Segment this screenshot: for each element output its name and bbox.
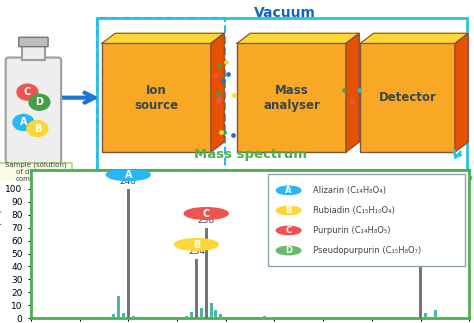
FancyBboxPatch shape bbox=[97, 18, 467, 170]
Point bbox=[340, 88, 347, 93]
FancyBboxPatch shape bbox=[6, 57, 61, 163]
Circle shape bbox=[29, 94, 50, 110]
Bar bbox=[210, 303, 212, 318]
Point bbox=[356, 88, 363, 93]
Point bbox=[214, 99, 222, 104]
Polygon shape bbox=[237, 33, 359, 43]
Circle shape bbox=[399, 234, 442, 245]
Polygon shape bbox=[455, 33, 468, 152]
Bar bbox=[117, 296, 120, 318]
Text: Vacuum: Vacuum bbox=[254, 6, 315, 20]
Circle shape bbox=[13, 115, 34, 130]
Text: C: C bbox=[285, 226, 292, 235]
Text: Sample (solution)
of different
compounds: Sample (solution) of different compounds bbox=[5, 162, 66, 182]
Point bbox=[230, 92, 238, 97]
Polygon shape bbox=[346, 33, 359, 152]
Text: C: C bbox=[24, 87, 31, 97]
Bar bbox=[434, 310, 437, 318]
Bar bbox=[190, 312, 193, 318]
Point bbox=[214, 91, 222, 96]
Bar bbox=[112, 314, 115, 318]
Text: C: C bbox=[202, 209, 210, 218]
Text: D: D bbox=[36, 97, 44, 107]
Text: Mass spectrum: Mass spectrum bbox=[193, 148, 307, 161]
Bar bbox=[132, 316, 135, 318]
Text: D: D bbox=[417, 234, 425, 244]
FancyBboxPatch shape bbox=[267, 174, 465, 266]
Point bbox=[224, 71, 232, 76]
Point bbox=[211, 73, 219, 78]
Text: 256: 256 bbox=[198, 216, 215, 225]
Polygon shape bbox=[360, 33, 468, 43]
Point bbox=[215, 95, 223, 100]
FancyBboxPatch shape bbox=[102, 43, 211, 152]
Circle shape bbox=[276, 246, 301, 255]
Text: A: A bbox=[125, 170, 132, 180]
Text: A: A bbox=[285, 186, 292, 195]
FancyBboxPatch shape bbox=[19, 37, 48, 47]
Bar bbox=[424, 313, 427, 318]
FancyArrowPatch shape bbox=[463, 173, 471, 185]
Text: Pseudopurpurin (C₁₅H₈O₇): Pseudopurpurin (C₁₅H₈O₇) bbox=[313, 246, 421, 255]
Text: B: B bbox=[193, 240, 200, 249]
Point bbox=[348, 99, 356, 104]
Bar bbox=[205, 228, 208, 318]
Text: Ion
source: Ion source bbox=[134, 84, 179, 112]
Text: 254: 254 bbox=[188, 247, 205, 256]
Circle shape bbox=[276, 186, 301, 194]
Bar bbox=[419, 254, 422, 318]
Circle shape bbox=[276, 206, 301, 214]
Text: Mass
analyser: Mass analyser bbox=[263, 84, 320, 112]
Text: Alizarin (C₁₄H₈O₄): Alizarin (C₁₄H₈O₄) bbox=[313, 186, 386, 195]
Text: Detector: Detector bbox=[379, 91, 437, 104]
Text: B: B bbox=[34, 124, 41, 134]
Circle shape bbox=[174, 239, 219, 250]
Point bbox=[222, 59, 230, 64]
Text: Purpurin (C₁₄H₈O₅): Purpurin (C₁₄H₈O₅) bbox=[313, 226, 390, 235]
Circle shape bbox=[27, 120, 48, 137]
Circle shape bbox=[184, 208, 228, 219]
Circle shape bbox=[276, 226, 301, 234]
Point bbox=[216, 62, 223, 68]
Point bbox=[219, 77, 227, 82]
Text: A: A bbox=[20, 118, 27, 128]
Text: 240: 240 bbox=[120, 177, 137, 186]
Bar bbox=[263, 316, 266, 318]
Point bbox=[229, 133, 237, 138]
Text: Rubiadin (C₁₅H₁₀O₄): Rubiadin (C₁₅H₁₀O₄) bbox=[313, 206, 395, 215]
FancyBboxPatch shape bbox=[237, 43, 346, 152]
Polygon shape bbox=[211, 33, 224, 152]
Circle shape bbox=[106, 169, 150, 181]
Text: D: D bbox=[285, 246, 292, 255]
Text: 300: 300 bbox=[412, 242, 429, 251]
Bar bbox=[200, 308, 203, 318]
Bar bbox=[122, 313, 125, 318]
Bar bbox=[185, 316, 188, 318]
Bar bbox=[127, 189, 130, 318]
Circle shape bbox=[17, 84, 38, 100]
Bar bbox=[195, 259, 198, 318]
Bar bbox=[214, 310, 218, 318]
Point bbox=[218, 130, 225, 135]
FancyBboxPatch shape bbox=[22, 46, 45, 60]
Text: B: B bbox=[285, 206, 292, 215]
Polygon shape bbox=[102, 33, 224, 43]
FancyBboxPatch shape bbox=[0, 163, 72, 182]
Y-axis label: Rel abund (%): Rel abund (%) bbox=[0, 209, 2, 278]
Point bbox=[220, 129, 228, 134]
Bar bbox=[219, 314, 222, 318]
FancyBboxPatch shape bbox=[360, 43, 455, 152]
